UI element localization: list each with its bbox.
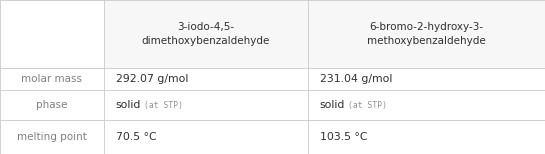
Text: phase: phase (36, 100, 68, 110)
Text: solid: solid (116, 100, 141, 110)
Text: 103.5 °C: 103.5 °C (320, 132, 367, 142)
Bar (104, 0, 545, 68)
Text: solid: solid (320, 100, 346, 110)
Text: 70.5 °C: 70.5 °C (116, 132, 156, 142)
Text: melting point: melting point (17, 132, 87, 142)
Text: (at STP): (at STP) (348, 101, 387, 110)
Text: 6-bromo-2-hydroxy-3-
methoxybenzaldehyde: 6-bromo-2-hydroxy-3- methoxybenzaldehyde (367, 22, 486, 46)
Text: (at STP): (at STP) (144, 101, 183, 110)
Text: 292.07 g/mol: 292.07 g/mol (116, 74, 188, 84)
Text: 3-iodo-4,5-
dimethoxybenzaldehyde: 3-iodo-4,5- dimethoxybenzaldehyde (142, 22, 270, 46)
Text: molar mass: molar mass (21, 74, 82, 84)
Text: 231.04 g/mol: 231.04 g/mol (320, 74, 392, 84)
